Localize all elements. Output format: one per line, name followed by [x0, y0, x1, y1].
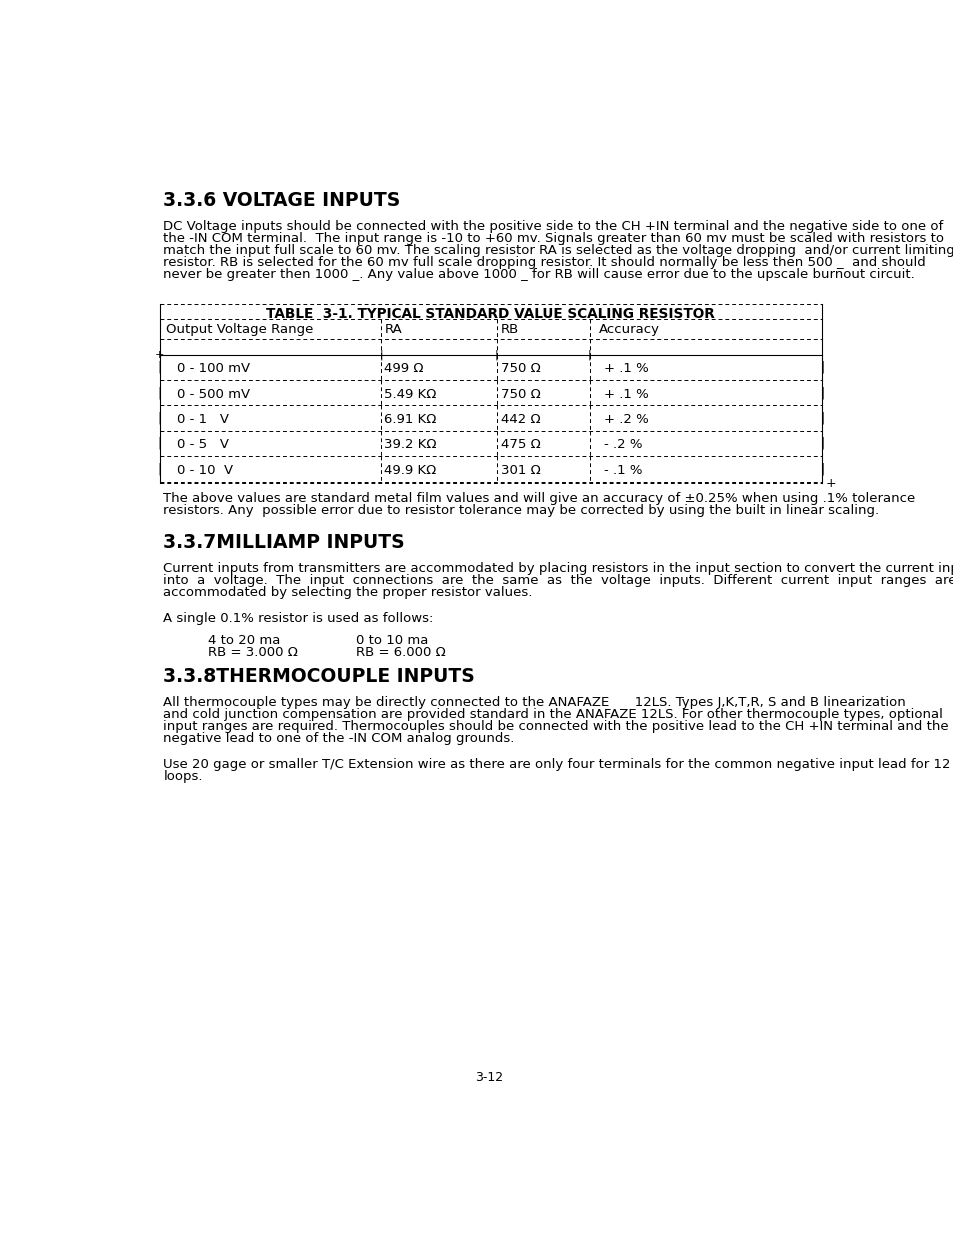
Text: 0 to 10 ma: 0 to 10 ma: [355, 634, 428, 647]
Text: RB: RB: [500, 324, 518, 336]
Text: 499 Ω: 499 Ω: [383, 362, 422, 375]
Text: input ranges are required. Thermocouples should be connected with the positive l: input ranges are required. Thermocouples…: [163, 720, 948, 734]
Text: 0 - 1   V: 0 - 1 V: [176, 412, 229, 426]
Text: 3.3.6 VOLTAGE INPUTS: 3.3.6 VOLTAGE INPUTS: [163, 190, 400, 210]
Text: |: |: [820, 387, 823, 399]
Text: 3.3.8THERMOCOUPLE INPUTS: 3.3.8THERMOCOUPLE INPUTS: [163, 667, 475, 687]
Text: never be greater then 1000 _. Any value above 1000 _ for RB will cause error due: never be greater then 1000 _. Any value …: [163, 268, 914, 280]
Text: +: +: [824, 477, 835, 489]
Text: |: |: [820, 411, 823, 425]
Text: TABLE  3-1. TYPICAL STANDARD VALUE SCALING RESISTOR: TABLE 3-1. TYPICAL STANDARD VALUE SCALIN…: [266, 306, 715, 321]
Text: Output Voltage Range: Output Voltage Range: [166, 324, 313, 336]
Text: 49.9 KΩ: 49.9 KΩ: [383, 464, 436, 477]
Text: match the input full scale to 60 mv. The scaling resistor RA is selected as the : match the input full scale to 60 mv. The…: [163, 243, 953, 257]
Text: |: |: [157, 411, 161, 425]
Text: and cold junction compensation are provided standard in the ANAFAZE 12LS. For ot: and cold junction compensation are provi…: [163, 709, 943, 721]
Text: |: |: [157, 361, 161, 374]
Text: 0 - 5   V: 0 - 5 V: [176, 438, 229, 452]
Text: + .2 %: + .2 %: [603, 412, 648, 426]
Text: - .2 %: - .2 %: [603, 438, 641, 452]
Text: negative lead to one of the -IN COM analog grounds.: negative lead to one of the -IN COM anal…: [163, 732, 515, 745]
Text: DC Voltage inputs should be connected with the positive side to the CH +IN termi: DC Voltage inputs should be connected wi…: [163, 220, 943, 233]
Text: + .1 %: + .1 %: [603, 362, 648, 375]
Text: 442 Ω: 442 Ω: [500, 412, 539, 426]
Text: into  a  voltage.  The  input  connections  are  the  same  as  the  voltage  in: into a voltage. The input connections ar…: [163, 574, 953, 588]
Text: resistors. Any  possible error due to resistor tolerance may be corrected by usi: resistors. Any possible error due to res…: [163, 504, 879, 517]
Text: 3-12: 3-12: [475, 1071, 502, 1083]
Text: - .1 %: - .1 %: [603, 464, 641, 477]
Text: |: |: [379, 350, 382, 359]
Text: resistor. RB is selected for the 60 mv full scale dropping resistor. It should n: resistor. RB is selected for the 60 mv f…: [163, 256, 925, 269]
Text: 301 Ω: 301 Ω: [500, 464, 539, 477]
Text: 750 Ω: 750 Ω: [500, 388, 539, 400]
Text: 475 Ω: 475 Ω: [500, 438, 539, 452]
Text: Accuracy: Accuracy: [598, 324, 659, 336]
Text: 0 - 100 mV: 0 - 100 mV: [176, 362, 250, 375]
Text: +: +: [154, 350, 164, 359]
Text: |: |: [157, 437, 161, 450]
Text: |: |: [820, 361, 823, 374]
Text: Use 20 gage or smaller T/C Extension wire as there are only four terminals for t: Use 20 gage or smaller T/C Extension wir…: [163, 758, 950, 771]
Text: 5.49 KΩ: 5.49 KΩ: [383, 388, 436, 400]
Text: loops.: loops.: [163, 769, 203, 783]
Text: 6.91 KΩ: 6.91 KΩ: [383, 412, 436, 426]
Text: 750 Ω: 750 Ω: [500, 362, 539, 375]
Text: 0 - 500 mV: 0 - 500 mV: [176, 388, 250, 400]
Text: RB = 6.000 Ω: RB = 6.000 Ω: [355, 646, 445, 658]
Text: 4 to 20 ma: 4 to 20 ma: [208, 634, 280, 647]
Text: 3.3.7MILLIAMP INPUTS: 3.3.7MILLIAMP INPUTS: [163, 534, 405, 552]
Text: accommodated by selecting the proper resistor values.: accommodated by selecting the proper res…: [163, 587, 532, 599]
Text: the -IN COM terminal.  The input range is -10 to +60 mv. Signals greater than 60: the -IN COM terminal. The input range is…: [163, 232, 943, 245]
Text: |: |: [157, 387, 161, 399]
Text: |: |: [820, 437, 823, 450]
Text: 39.2 KΩ: 39.2 KΩ: [383, 438, 436, 452]
Text: RB = 3.000 Ω: RB = 3.000 Ω: [208, 646, 298, 658]
Text: Current inputs from transmitters are accommodated by placing resistors in the in: Current inputs from transmitters are acc…: [163, 562, 953, 576]
Text: |: |: [157, 462, 161, 475]
Text: |: |: [587, 350, 591, 359]
Text: + .1 %: + .1 %: [603, 388, 648, 400]
Text: RA: RA: [385, 324, 402, 336]
Text: |: |: [495, 350, 498, 359]
Text: 0 - 10  V: 0 - 10 V: [176, 464, 233, 477]
Text: All thermocouple types may be directly connected to the ANAFAZE      12LS. Types: All thermocouple types may be directly c…: [163, 697, 905, 709]
Text: The above values are standard metal film values and will give an accuracy of ±0.: The above values are standard metal film…: [163, 493, 915, 505]
Text: |: |: [820, 462, 823, 475]
Text: A single 0.1% resistor is used as follows:: A single 0.1% resistor is used as follow…: [163, 613, 434, 625]
